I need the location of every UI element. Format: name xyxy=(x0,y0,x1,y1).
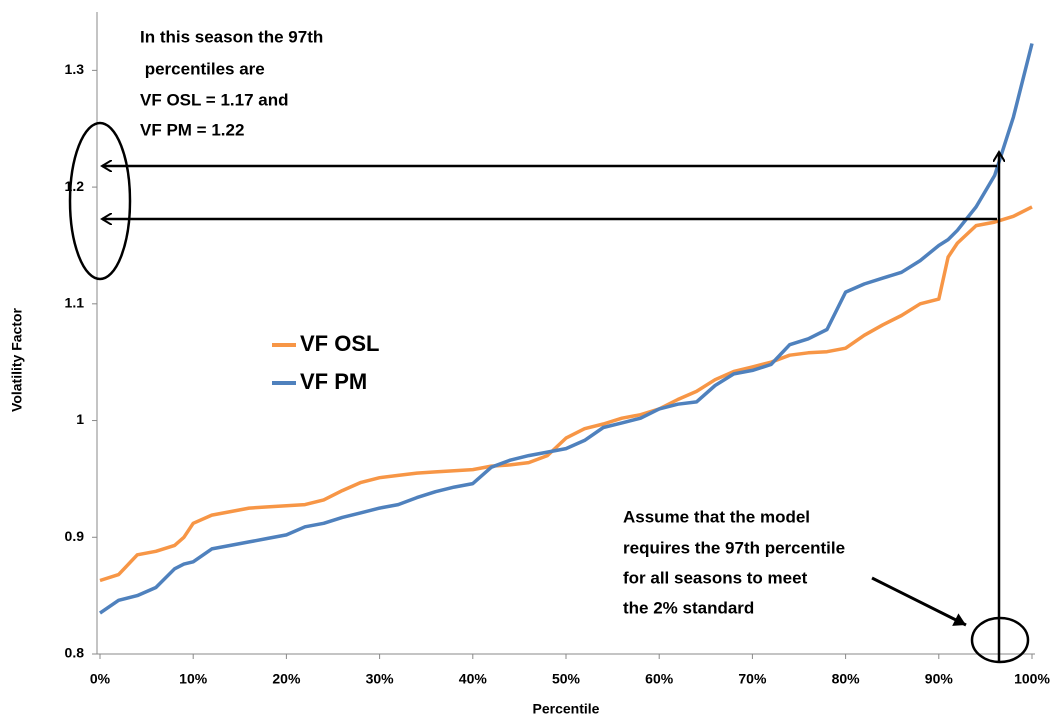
x-tick-label: 60% xyxy=(645,671,674,687)
series-line xyxy=(99,205,1033,583)
legend-label: VF OSL xyxy=(300,331,379,356)
arrow xyxy=(871,576,967,627)
annotation: VF OSL = 1.17 and xyxy=(140,90,289,109)
annotation: percentiles are xyxy=(140,59,265,78)
x-tick-label: 100% xyxy=(1014,671,1050,687)
annotation: the 2% standard xyxy=(623,598,754,617)
y-tick-label: 0.9 xyxy=(65,528,85,544)
y-tick-label: 1.1 xyxy=(65,295,85,311)
x-tick-label: 40% xyxy=(459,671,488,687)
ellipse xyxy=(970,616,1030,664)
y-tick-label: 1.2 xyxy=(65,178,85,194)
y-axis-title: Volatility Factor xyxy=(9,307,25,412)
x-tick-label: 70% xyxy=(738,671,767,687)
series-line xyxy=(99,43,1034,615)
annotation: requires the 97th percentile xyxy=(623,538,845,557)
legend-label: VF PM xyxy=(300,369,367,394)
x-tick-label: 80% xyxy=(832,671,861,687)
annotation: VF PM = 1.22 xyxy=(140,120,244,139)
annotation: Assume that the model xyxy=(623,507,810,526)
x-tick-label: 90% xyxy=(925,671,954,687)
ellipse xyxy=(68,121,132,281)
annotation: for all seasons to meet xyxy=(623,568,808,587)
annotation: In this season the 97th xyxy=(140,27,323,46)
y-tick-label: 1 xyxy=(76,411,84,427)
x-tick-label: 50% xyxy=(552,671,581,687)
y-tick-label: 0.8 xyxy=(65,645,85,661)
x-tick-label: 20% xyxy=(272,671,301,687)
y-tick-label: 1.3 xyxy=(65,61,85,77)
x-tick-label: 30% xyxy=(366,671,395,687)
x-axis-title: Percentile xyxy=(533,701,600,717)
x-tick-label: 0% xyxy=(90,671,111,687)
x-tick-label: 10% xyxy=(179,671,208,687)
